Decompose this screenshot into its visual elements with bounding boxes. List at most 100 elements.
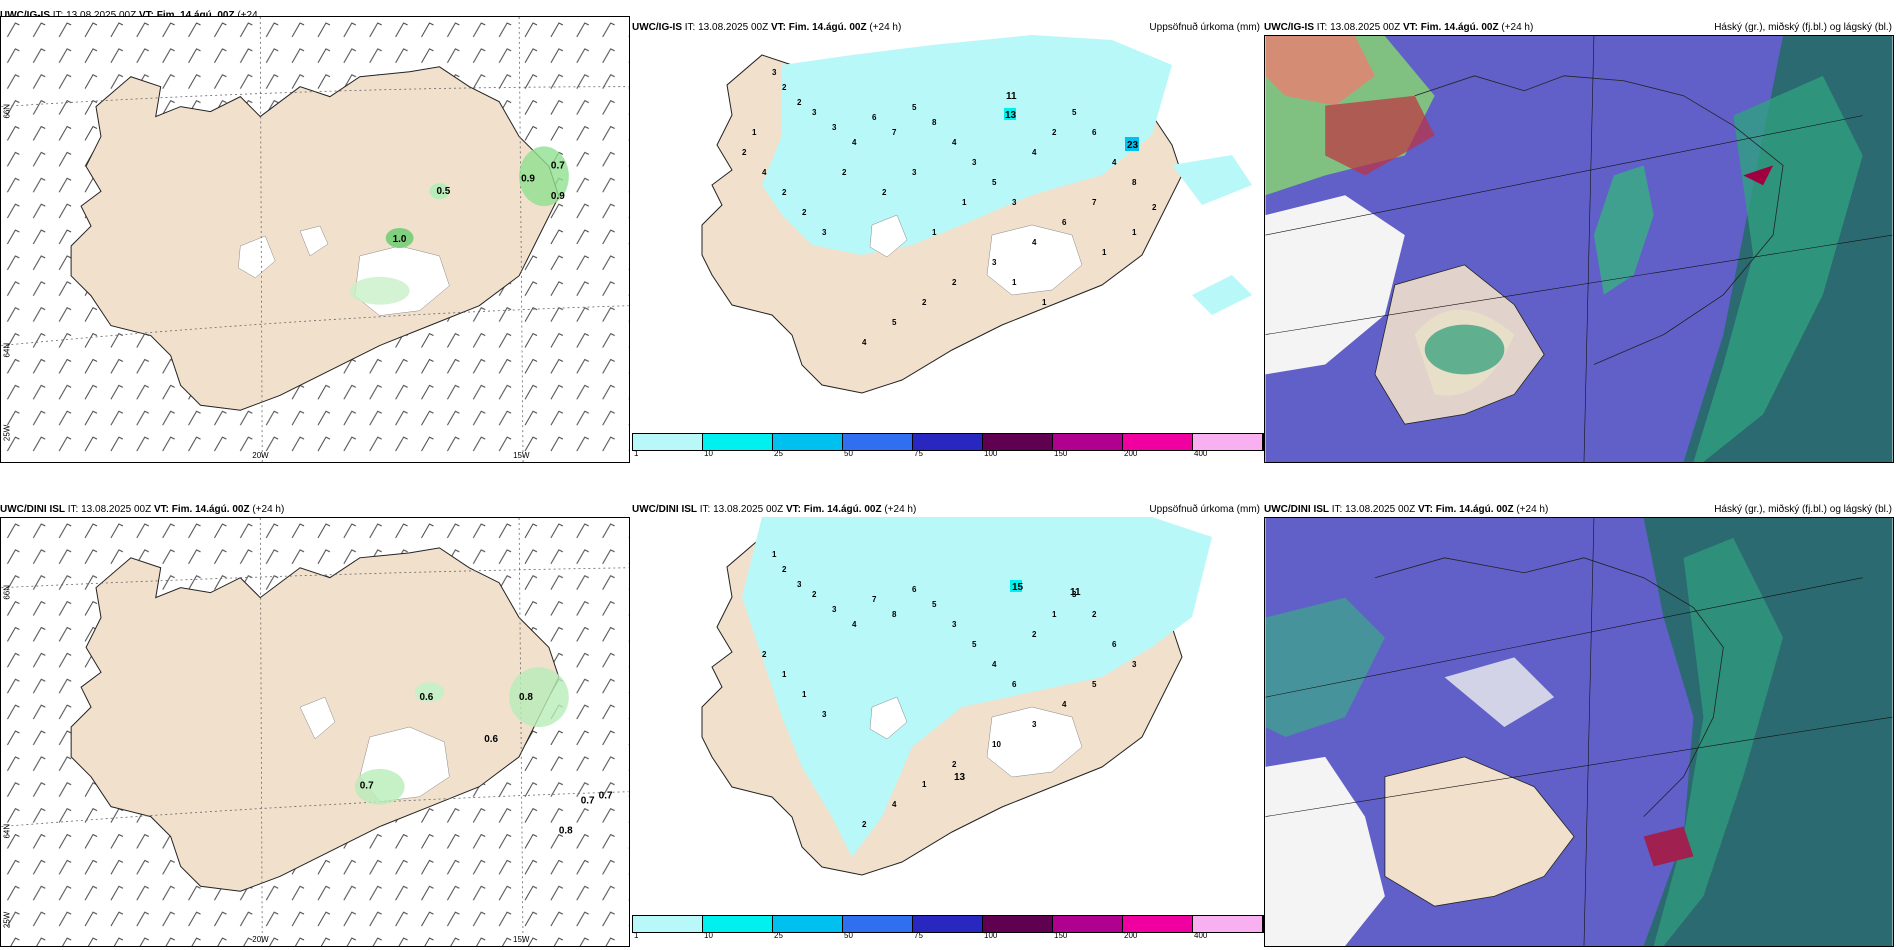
colorbar-swatch bbox=[773, 916, 843, 932]
panel-clouds-igis: UWC/IG-IS IT: 13.08.2025 00Z VT: Fim. 14… bbox=[1264, 0, 1894, 465]
precip-value: 7 bbox=[872, 595, 877, 604]
glacier bbox=[869, 214, 908, 258]
colorbar-label: 25 bbox=[774, 449, 783, 458]
precip-value: 6 bbox=[1062, 218, 1067, 227]
panel-subtitle: Uppsöfnuð úrkoma (mm) bbox=[1149, 504, 1260, 515]
lat-label: 66N bbox=[2, 104, 11, 119]
precip-value: 3 bbox=[772, 68, 777, 77]
colorbar-label: 10 bbox=[704, 931, 713, 940]
value-label: 0.7 bbox=[551, 160, 565, 171]
panel-precip-dini: UWC/DINI ISL IT: 13.08.2025 00Z VT: Fim.… bbox=[632, 482, 1264, 947]
precip-value: 6 bbox=[912, 585, 917, 594]
colorbar-label: 400 bbox=[1194, 449, 1208, 458]
map-frame bbox=[1264, 517, 1894, 947]
precip-value: 2 bbox=[1052, 128, 1057, 137]
precip-value: 3 bbox=[1132, 660, 1137, 669]
colorbar-swatch bbox=[773, 434, 843, 450]
precip-value: 2 bbox=[782, 83, 787, 92]
precip-shading bbox=[762, 35, 1252, 315]
value-label: 0.6 bbox=[484, 734, 498, 745]
panel-wind-dini: UWC/DINI ISL IT: 13.08.2025 00Z VT: Fim.… bbox=[0, 482, 630, 947]
precip-value: 8 bbox=[932, 118, 937, 127]
precip-value: 3 bbox=[832, 123, 837, 132]
precip-value: 1 bbox=[1042, 298, 1047, 307]
precip-value: 3 bbox=[1072, 590, 1077, 599]
precip-value: 6 bbox=[872, 113, 877, 122]
precip-shading bbox=[742, 517, 1212, 857]
lon-label: 20W bbox=[252, 935, 269, 944]
colorbar-swatch bbox=[1123, 434, 1193, 450]
lon-label: 25W bbox=[2, 911, 11, 928]
colorbar-label: 150 bbox=[1054, 931, 1068, 940]
precip-value: 4 bbox=[852, 620, 857, 629]
value-label: 0.7 bbox=[581, 796, 595, 807]
precip-value: 4 bbox=[1032, 238, 1037, 247]
precip-value: 2 bbox=[952, 278, 957, 287]
precip-max: 11 bbox=[1070, 587, 1081, 598]
precip-value: 1 bbox=[1132, 228, 1137, 237]
value-label: 0.8 bbox=[559, 826, 573, 837]
cloud-map bbox=[1265, 36, 1893, 462]
colorbar-swatch bbox=[633, 434, 703, 450]
panel-title: UWC/DINI ISL IT: 13.08.2025 00Z VT: Fim.… bbox=[0, 504, 285, 515]
precip-value: 5 bbox=[972, 640, 977, 649]
colorbar-label: 75 bbox=[914, 449, 923, 458]
colorbar-swatch bbox=[913, 434, 983, 450]
lon-label: 25W bbox=[2, 424, 11, 441]
precip-value: 4 bbox=[852, 138, 857, 147]
colorbar-label: 50 bbox=[844, 449, 853, 458]
precip-value: 2 bbox=[797, 98, 802, 107]
precip-value: 4 bbox=[892, 800, 897, 809]
precip-max-cell bbox=[1010, 580, 1022, 592]
colorbar-swatch bbox=[843, 916, 913, 932]
colorbar-label: 1 bbox=[634, 931, 639, 940]
precip-value: 2 bbox=[742, 148, 747, 157]
colorbar-label: 200 bbox=[1124, 931, 1138, 940]
colorbar-label: 100 bbox=[984, 449, 998, 458]
panel-subtitle: Uppsöfnuð úrkoma (mm) bbox=[1149, 22, 1260, 33]
precip-value: 2 bbox=[762, 650, 767, 659]
precip-value: 3 bbox=[822, 710, 827, 719]
precip-value: 5 bbox=[892, 318, 897, 327]
colorbar-swatch bbox=[1193, 434, 1263, 450]
colorbar-label: 150 bbox=[1054, 449, 1068, 458]
glacier bbox=[299, 696, 336, 740]
precip-value: 8 bbox=[1132, 178, 1137, 187]
cloud-map bbox=[1265, 518, 1893, 946]
panel-clouds-dini: UWC/DINI ISL IT: 13.08.2025 00Z VT: Fim.… bbox=[1264, 482, 1894, 947]
value-label: 1.0 bbox=[393, 234, 407, 245]
precip-value: 2 bbox=[1152, 203, 1157, 212]
value-label: 0.5 bbox=[436, 186, 450, 197]
glacier bbox=[299, 225, 329, 257]
precip-value: 3 bbox=[1012, 198, 1017, 207]
precip-value: 1 bbox=[782, 670, 787, 679]
precip-value: 4 bbox=[1032, 148, 1037, 157]
precip-value: 10 bbox=[992, 740, 1001, 749]
precip-value: 3 bbox=[952, 620, 957, 629]
precip-value: 2 bbox=[1092, 610, 1097, 619]
precip-value: 7 bbox=[1092, 198, 1097, 207]
map-frame bbox=[1264, 35, 1894, 463]
precip-value: 3 bbox=[812, 108, 817, 117]
graticule bbox=[1, 518, 629, 946]
precip-value: 3 bbox=[797, 580, 802, 589]
lon-label: 15W bbox=[513, 935, 530, 944]
precip-value: 6 bbox=[1012, 680, 1017, 689]
panel-precip-igis: UWC/IG-IS IT: 13.08.2025 00Z VT: Fim. 14… bbox=[632, 0, 1264, 465]
colorbar-label: 1 bbox=[634, 449, 639, 458]
precip-map: 11 13 23 3223346758435342564876432254322… bbox=[701, 35, 1252, 394]
precip-value: 4 bbox=[1112, 158, 1117, 167]
colorbar-swatch bbox=[983, 916, 1053, 932]
panel-title: UWC/IG-IS IT: 13.08.2025 00Z VT: Fim. 14… bbox=[1264, 22, 1534, 33]
colorbar-label: 400 bbox=[1194, 931, 1208, 940]
precip-value: 2 bbox=[802, 208, 807, 217]
glacier bbox=[869, 696, 908, 740]
precip-max: 15 bbox=[1012, 582, 1024, 593]
lat-label: 64N bbox=[2, 343, 11, 358]
precip-value: 2 bbox=[952, 760, 957, 769]
precip-max-cell bbox=[1125, 137, 1139, 151]
precip-map: 15 11 13 1232347865354621326354310214231… bbox=[701, 517, 1212, 876]
colorbar-label: 200 bbox=[1124, 449, 1138, 458]
